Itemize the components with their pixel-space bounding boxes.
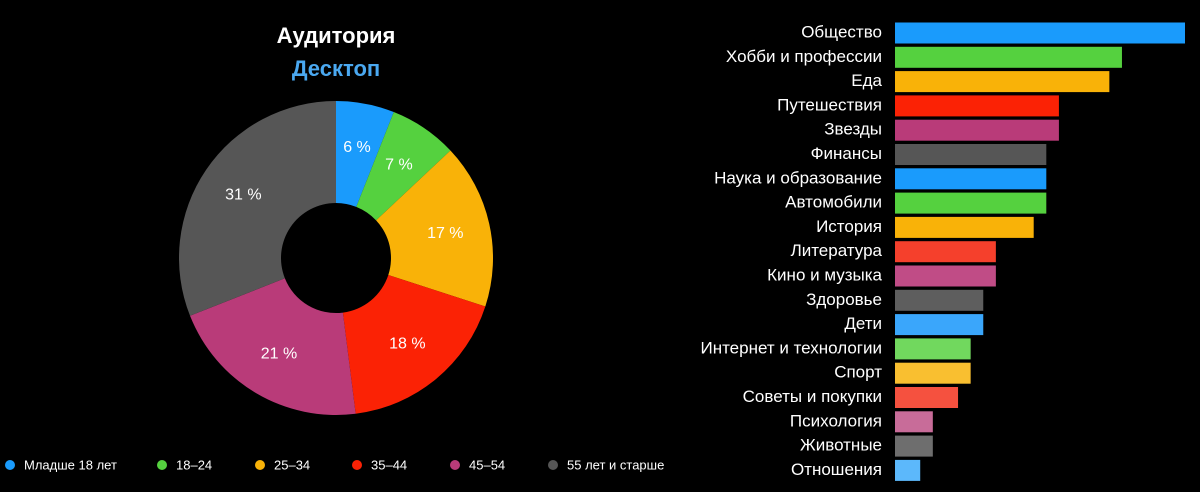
legend-marker (548, 460, 558, 470)
slice-label: 18 % (389, 336, 425, 353)
legend-label: 18–24 (176, 457, 212, 472)
y-tick-label: Общество (801, 22, 882, 41)
bar (895, 144, 1047, 165)
legend-marker (352, 460, 362, 470)
legend-label: 35–44 (371, 457, 407, 472)
slice-label: 21 % (261, 346, 297, 363)
donut-slice (190, 278, 356, 415)
y-tick-label: Литература (791, 241, 883, 260)
legend-label: 55 лет и старше (567, 457, 664, 472)
bar (895, 265, 996, 287)
legend-marker (5, 460, 15, 470)
bar (895, 95, 1059, 117)
y-tick-label: История (816, 217, 882, 236)
donut-slice (376, 150, 494, 307)
bar (895, 192, 1047, 214)
y-tick-label: Наука и образование (714, 168, 882, 187)
donut-slice (178, 101, 336, 316)
bar (895, 216, 1034, 238)
y-tick-label: Кино и музыка (767, 265, 882, 284)
y-tick-label: Спорт (834, 363, 882, 382)
y-tick-label: Финансы (811, 144, 882, 163)
chart-title: Аудитория (277, 23, 396, 48)
chart-subtitle: Десктоп (292, 56, 380, 81)
y-tick-label: Дети (844, 314, 882, 333)
y-tick-label: Путешествия (777, 95, 882, 114)
bar (895, 387, 959, 408)
y-tick-label: Здоровье (806, 290, 882, 309)
slice-label: 6 % (343, 139, 371, 156)
y-tick-label: Еда (851, 71, 882, 90)
bar (895, 119, 1059, 141)
y-tick-label: Автомобили (785, 193, 882, 212)
y-tick-label: Отношения (791, 460, 882, 479)
legend-marker (255, 460, 265, 470)
bar (895, 362, 971, 384)
y-tick-label: Психология (790, 411, 882, 430)
slice-label: 31 % (225, 186, 261, 203)
bar (895, 289, 984, 311)
bar (895, 459, 921, 481)
bar (895, 435, 933, 457)
legend-label: Младше 18 лет (24, 457, 117, 472)
donut-slice (356, 112, 451, 221)
y-tick-label: Интернет и технологии (700, 338, 882, 357)
bar (895, 46, 1122, 68)
legend-label: 25–34 (274, 457, 310, 472)
y-tick-label: Советы и покупки (743, 387, 882, 406)
bar (895, 168, 1047, 190)
y-tick-label: Звезды (824, 120, 882, 139)
donut-slice (336, 101, 394, 207)
bar (895, 241, 996, 263)
y-tick-label: Животные (800, 436, 882, 455)
bar (895, 22, 1185, 44)
bar (895, 71, 1110, 93)
legend-marker (450, 460, 460, 470)
bar (895, 411, 933, 433)
legend-marker (157, 460, 167, 470)
slice-label: 17 % (427, 225, 463, 242)
bar (895, 314, 984, 336)
donut-slice (342, 274, 486, 414)
y-tick-label: Хобби и профессии (726, 47, 882, 66)
legend-label: 45–54 (469, 457, 505, 472)
slice-label: 7 % (385, 157, 413, 174)
bar (895, 338, 971, 360)
